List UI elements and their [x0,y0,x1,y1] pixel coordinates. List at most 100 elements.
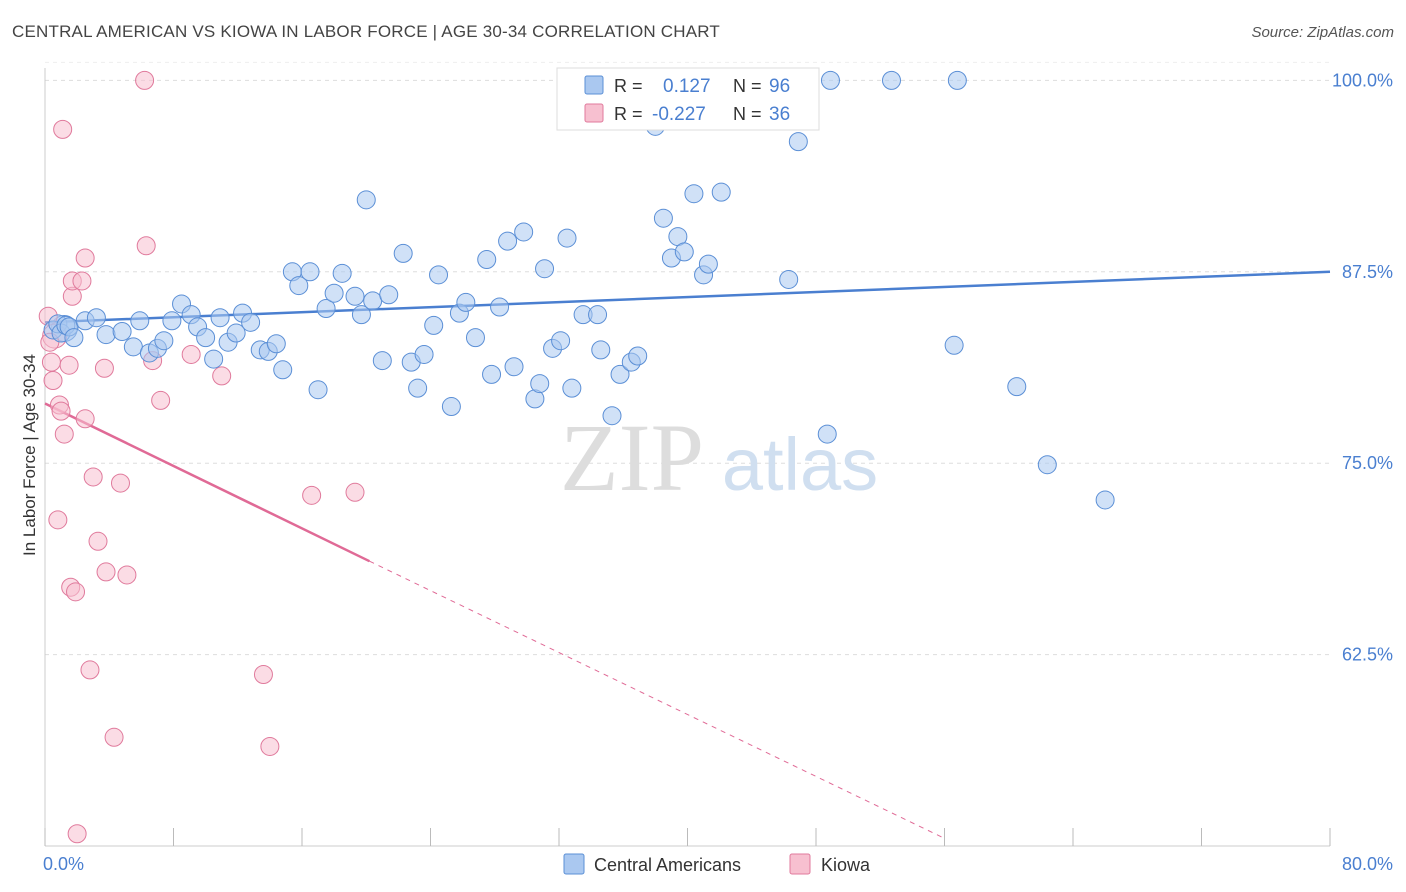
data-point-central-americans [351,305,371,325]
legend-bottom-label-central-americans: Central Americans [594,855,741,875]
data-point-central-americans [379,285,399,305]
data-point-kiowa [260,736,280,756]
legend-r-label-blue: R = [614,76,643,96]
data-point-central-americans [881,70,901,90]
data-point-kiowa [345,482,365,502]
data-point-central-americans [300,262,320,282]
data-point-central-americans [266,334,286,354]
data-point-central-americans [1007,377,1027,397]
data-point-kiowa [54,424,74,444]
data-point-central-americans [698,254,718,274]
data-point-central-americans [210,308,230,328]
data-point-central-americans [316,299,336,319]
data-point-central-americans [408,378,428,398]
legend-swatch-blue [584,75,604,95]
watermark: ZIP atlas [560,404,878,511]
data-point-central-americans [588,305,608,325]
data-points [38,70,1115,844]
data-point-central-americans [456,292,476,312]
data-point-central-americans [498,231,518,251]
data-point-central-americans [591,340,611,360]
legend-bottom-swatch-kiowa [789,853,811,875]
data-point-central-americans [162,311,182,331]
data-point-central-americans [1095,490,1115,510]
y-axis-label: In Labor Force | Age 30-34 [20,354,39,556]
data-point-central-americans [602,406,622,426]
data-point-central-americans [64,328,84,348]
data-point-kiowa [136,236,156,256]
x-tick-label: 0.0% [43,854,84,874]
watermark-zip: ZIP [560,404,704,511]
data-point-central-americans [610,364,630,384]
legend-bottom-swatch-central-americans [563,853,585,875]
series-legend: Central Americans Kiowa [563,853,871,875]
data-point-kiowa [43,371,63,390]
stats-legend: R = 0.127 N = 96 R = -0.227 N = 36 [556,67,820,131]
grid-lines [45,61,1330,656]
chart-title: CENTRAL AMERICAN VS KIOWA IN LABOR FORCE… [12,22,721,41]
data-point-central-americans [674,242,694,262]
data-point-central-americans [414,344,434,364]
data-point-central-americans [535,259,555,279]
data-point-kiowa [75,409,95,429]
y-tick-label: 87.5% [1342,262,1393,282]
data-point-kiowa [104,727,124,747]
data-point-kiowa [66,582,86,602]
legend-swatch-pink [584,103,604,123]
data-point-kiowa [212,366,232,386]
data-point-central-americans [779,269,799,289]
data-point-central-americans [393,243,413,263]
data-point-central-americans [944,335,964,355]
data-point-kiowa [53,119,73,139]
trend-line-kiowa [44,402,371,563]
legend-r-label-pink: R = [614,104,643,124]
data-point-kiowa [72,271,92,291]
data-point-central-americans [345,286,365,306]
data-point-central-americans [477,250,497,270]
data-point-central-americans [490,297,510,317]
data-point-kiowa [48,510,68,530]
data-point-central-americans [424,315,444,335]
trend-lines [44,270,1331,839]
data-point-central-americans [947,70,967,90]
legend-n-label-blue: N = [733,76,762,96]
data-point-central-americans [711,182,731,202]
data-point-kiowa [80,660,100,680]
data-point-kiowa [94,358,114,378]
data-point-kiowa [75,248,95,268]
trend-line-central-americans [44,270,1331,324]
data-point-central-americans [557,228,577,248]
data-point-central-americans [363,291,383,311]
legend-r-value-blue: 0.127 [663,76,711,97]
data-point-central-americans [684,184,704,204]
data-point-kiowa [88,531,108,551]
data-point-central-americans [429,265,449,285]
data-point-central-americans [123,337,143,357]
data-point-central-americans [653,208,673,228]
data-point-central-americans [273,360,293,380]
data-point-central-americans [324,283,344,303]
data-point-kiowa [96,562,116,582]
data-point-central-americans [628,346,648,366]
data-point-central-americans [130,311,150,331]
data-point-central-americans [551,331,571,351]
legend-n-value-blue: 96 [769,76,790,97]
data-point-central-americans [482,364,502,384]
data-point-central-americans [204,349,224,369]
data-point-central-americans [226,323,246,343]
legend-n-value-pink: 36 [769,104,790,125]
data-point-central-americans [372,351,392,371]
data-point-kiowa [83,467,103,487]
axes [44,68,1331,847]
data-point-central-americans [441,397,461,417]
legend-r-value-pink: -0.227 [652,104,706,125]
data-point-kiowa [151,390,171,410]
data-point-central-americans [154,331,174,351]
data-point-central-americans [817,424,837,444]
data-point-kiowa [135,70,155,90]
data-point-central-americans [241,312,261,332]
watermark-atlas: atlas [722,423,878,506]
data-point-central-americans [562,378,582,398]
data-point-kiowa [181,344,201,364]
